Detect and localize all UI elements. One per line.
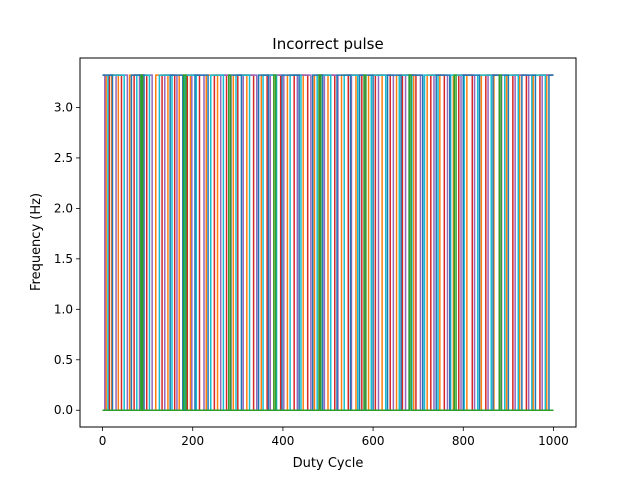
x-axis-label: Duty Cycle xyxy=(293,456,364,471)
x-tick-label: 800 xyxy=(452,434,475,448)
y-tick-label: 0.0 xyxy=(54,403,73,417)
x-axis: 0 200 400 600 800 1000 xyxy=(99,427,569,448)
y-tick-label: 2.5 xyxy=(54,151,73,165)
y-tick-label: 1.5 xyxy=(54,252,73,266)
y-tick-label: 2.0 xyxy=(54,201,73,215)
y-tick-label: 1.0 xyxy=(54,302,73,316)
series-line-0 xyxy=(102,74,554,411)
x-tick-label: 600 xyxy=(362,434,385,448)
plot-area xyxy=(102,74,554,411)
x-tick-label: 400 xyxy=(271,434,294,448)
x-tick-label: 1000 xyxy=(538,434,569,448)
series-line-3 xyxy=(102,74,554,411)
series-line-5 xyxy=(102,74,554,411)
y-axis-label: Frequency (Hz) xyxy=(29,193,44,291)
y-tick-label: 3.0 xyxy=(54,100,73,114)
plot-frame xyxy=(79,57,577,428)
series-line-1 xyxy=(102,74,554,411)
chart-title: Incorrect pulse xyxy=(272,35,383,53)
y-axis: 0.0 0.5 1.0 1.5 2.0 2.5 3.0 xyxy=(54,100,80,417)
x-tick-label: 0 xyxy=(99,434,107,448)
y-tick-label: 0.5 xyxy=(54,353,73,367)
series-layer xyxy=(102,74,554,411)
x-tick-label: 200 xyxy=(181,434,204,448)
